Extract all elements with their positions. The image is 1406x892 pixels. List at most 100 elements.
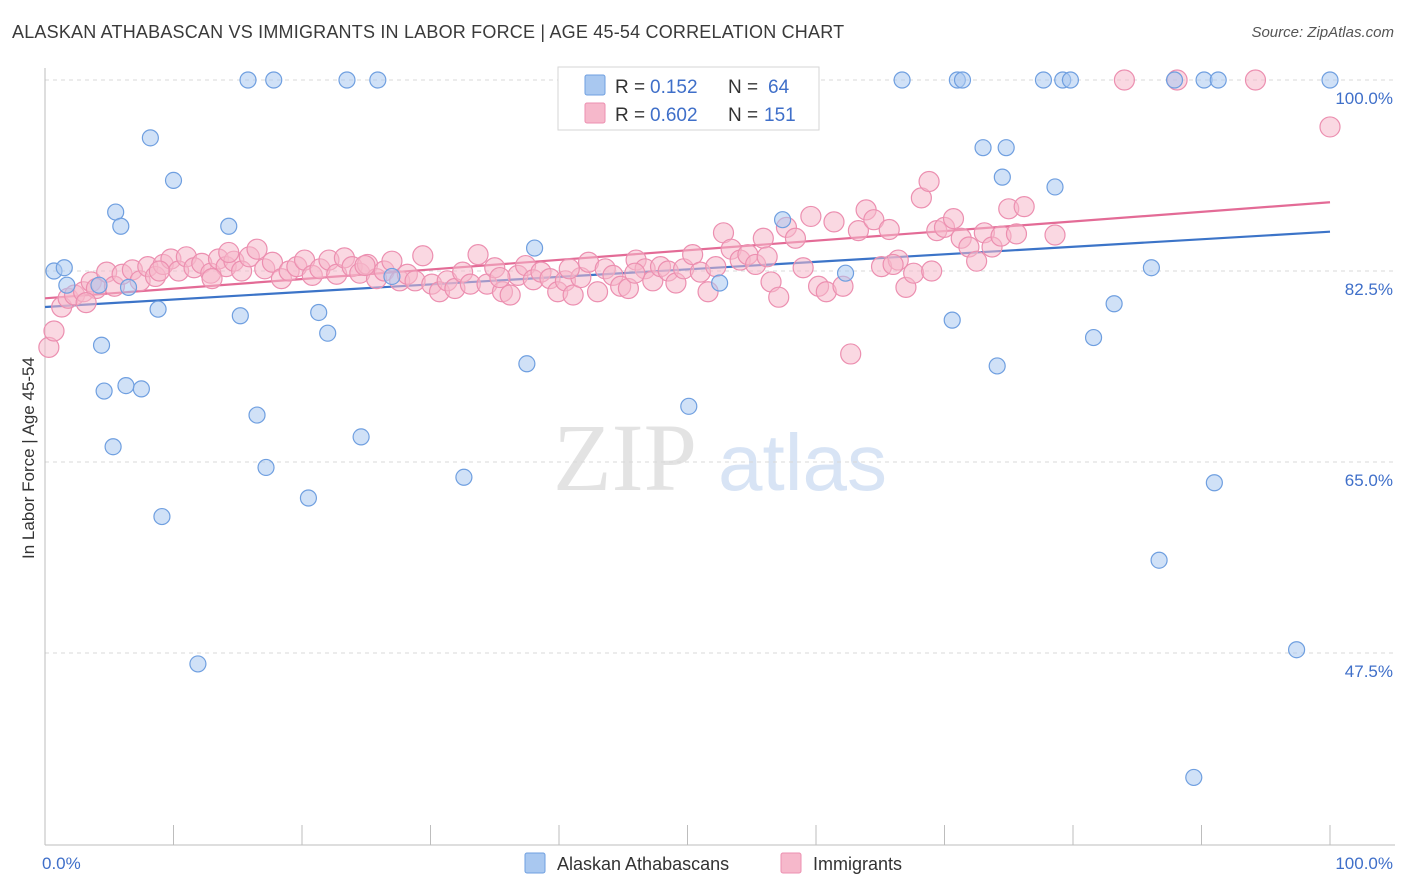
athabascan-point-21 (257, 458, 275, 477)
immigrant-point-59 (499, 284, 521, 306)
legend-bottom-swatch-pink (780, 852, 802, 874)
immigrant-point-123 (1005, 223, 1028, 245)
immigrant-point-96 (792, 257, 814, 279)
athabascan-point-7 (107, 203, 125, 221)
athabascan-point-17 (220, 217, 238, 235)
legend-n-value-1: 64 (768, 77, 790, 98)
athabascan-point-9 (117, 377, 135, 395)
athabascan-point-25 (319, 324, 337, 342)
immigrant-point-107 (878, 218, 900, 241)
athabascan-point-31 (518, 355, 536, 373)
athabascan-point-34 (711, 274, 729, 292)
athabascan-point-8 (112, 217, 130, 235)
x-tick-label-1: 100.0% (1335, 854, 1393, 873)
axes (44, 68, 1395, 846)
immigrant-point-124 (1013, 196, 1035, 218)
athabascan-point-39 (943, 311, 961, 329)
immigrant-point-132 (218, 241, 240, 264)
immigrant-point-48 (412, 245, 434, 267)
athabascan-point-6 (104, 438, 122, 456)
immigrant-point-134 (489, 266, 511, 289)
immigrant-point-1 (43, 320, 65, 342)
athabascan-point-3 (90, 276, 108, 294)
immigrant-point-135 (624, 262, 646, 284)
athabascan-point-46 (1034, 71, 1053, 89)
legend-top: R = 0.152 N = 64 R = 0.602 N = 151 (557, 66, 820, 131)
chart-title: ALASKAN ATHABASCAN VS IMMIGRANTS IN LABO… (12, 22, 845, 42)
athabascan-point-18 (231, 307, 249, 325)
legend-n-value-2: 151 (764, 105, 796, 126)
y-tick-label-2: 82.5% (1345, 280, 1393, 299)
y-tick-labels: 47.5% 65.0% 82.5% 100.0% (1335, 89, 1393, 681)
immigrant-point-29 (261, 251, 284, 273)
athabascan-point-44 (993, 168, 1011, 186)
legend-n-label-2: N = (728, 105, 758, 126)
immigrant-point-55 (467, 244, 489, 266)
athabascan-point-59 (1287, 641, 1306, 659)
data-points (38, 69, 1341, 787)
immigrant-point-82 (682, 244, 704, 266)
immigrant-point-129 (1319, 116, 1341, 138)
immigrant-point-110 (903, 262, 925, 284)
y-tick-label-3: 100.0% (1335, 89, 1393, 108)
immigrant-point-91 (752, 227, 774, 249)
athabascan-point-60 (1321, 71, 1339, 89)
source-credit: Source: ZipAtlas.com (1251, 24, 1394, 41)
x-tick-labels: 0.0% 100.0% (42, 854, 1393, 873)
athabascan-point-1 (55, 259, 73, 277)
athabascan-point-19 (239, 71, 257, 89)
athabascan-point-45 (997, 139, 1015, 157)
athabascan-point-22 (265, 71, 283, 89)
legend-swatch-blue (584, 74, 606, 96)
immigrant-point-67 (562, 284, 584, 306)
legend-r-label-2: R = (615, 105, 645, 126)
y-tick-label-0: 47.5% (1345, 662, 1393, 681)
athabascan-point-37 (836, 264, 855, 282)
athabascan-point-29 (383, 267, 401, 286)
athabascan-point-5 (95, 382, 113, 400)
immigrant-point-85 (705, 256, 727, 278)
legend-n-label-1: N = (728, 77, 758, 98)
immigrant-point-125 (1044, 224, 1066, 246)
athabascan-point-13 (149, 300, 167, 318)
y-axis-label: In Labor Force | Age 45-54 (19, 357, 38, 559)
immigrant-point-118 (966, 250, 988, 272)
athabascan-point-24 (310, 303, 328, 322)
grid-lines (45, 79, 1395, 654)
immigrant-point-115 (942, 208, 965, 230)
immigrant-point-70 (586, 281, 609, 303)
athabascan-point-4 (92, 336, 111, 354)
athabascan-point-28 (369, 71, 387, 89)
athabascan-point-41 (953, 71, 972, 89)
athabascan-point-55 (1185, 768, 1203, 787)
immigrant-point-105 (863, 209, 885, 231)
athabascan-point-30 (455, 468, 473, 486)
athabascan-point-15 (164, 171, 183, 190)
athabascan-point-27 (352, 428, 370, 446)
immigrant-point-130 (75, 292, 97, 314)
immigrant-point-103 (847, 220, 870, 242)
legend-bottom-label-athabascans: Alaskan Athabascans (557, 854, 729, 874)
athabascan-point-43 (988, 357, 1006, 375)
immigrant-point-137 (882, 253, 904, 276)
athabascan-point-47 (1046, 178, 1064, 196)
y-tick-label-1: 65.0% (1345, 471, 1393, 490)
immigrant-point-140 (921, 260, 943, 282)
immigrant-point-136 (756, 246, 778, 268)
athabascan-point-52 (1142, 259, 1160, 277)
athabascan-point-23 (299, 489, 318, 507)
legend-r-label-1: R = (615, 77, 645, 98)
immigrant-point-139 (558, 258, 580, 280)
athabascan-point-35 (773, 211, 792, 229)
athabascan-point-20 (248, 406, 266, 424)
athabascan-point-11 (132, 380, 150, 398)
watermark-atlas: atlas (718, 418, 887, 507)
immigrant-point-126 (1113, 69, 1136, 91)
legend-r-value-2: 0.602 (650, 105, 698, 126)
zipatlas-watermark: ZIP atlas (553, 404, 887, 511)
athabascan-point-51 (1105, 295, 1123, 313)
immigrant-point-100 (823, 211, 845, 233)
immigrant-point-133 (354, 254, 376, 277)
immigrant-point-27 (246, 238, 268, 260)
